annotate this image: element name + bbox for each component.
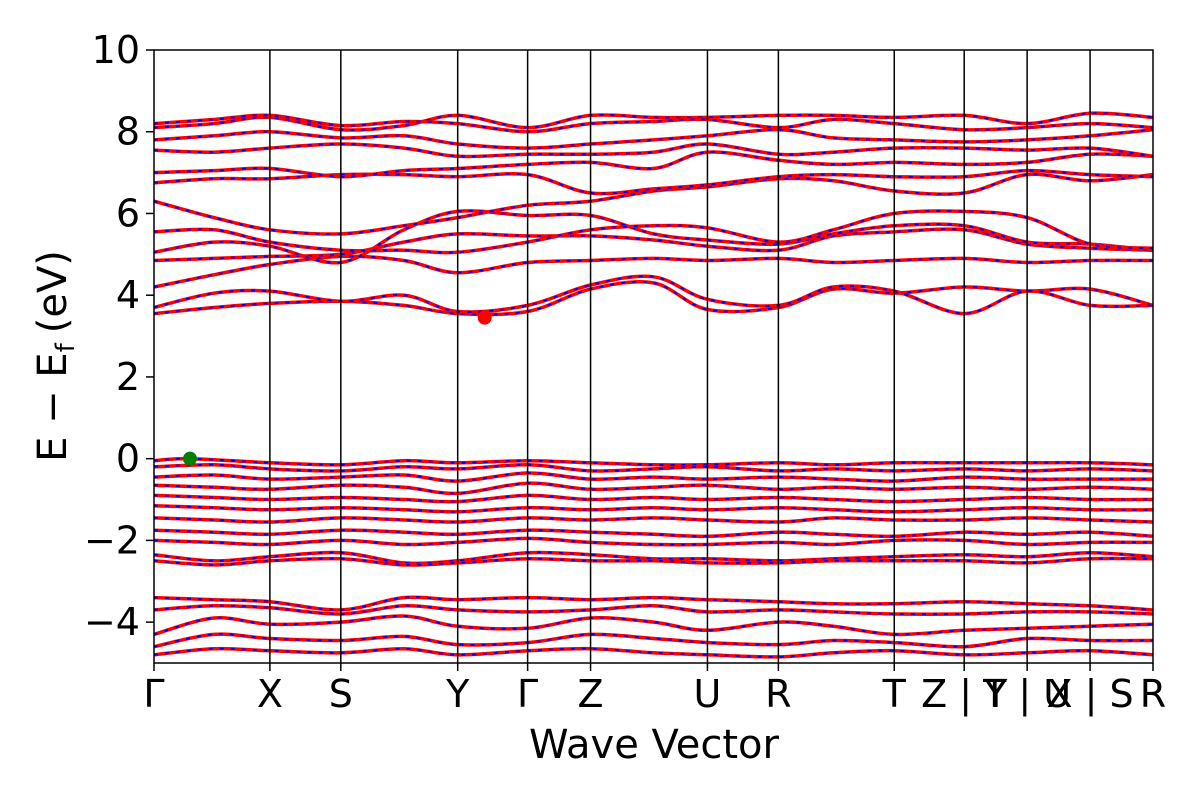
band-dash-v9	[154, 537, 1153, 546]
band-dash-v2	[154, 463, 1153, 473]
band-dash-c12	[154, 112, 1153, 132]
x-tick-label: Y	[445, 672, 470, 716]
x-axis-title: Wave Vector	[529, 722, 780, 768]
band-dash-v15	[154, 633, 1153, 648]
band-line-v1	[154, 456, 1153, 467]
band-line-v16	[154, 646, 1153, 659]
y-axis-title: E − Ef (eV)	[30, 250, 81, 462]
band-dash-c6	[154, 209, 1153, 254]
bands-layer	[154, 111, 1153, 659]
band-dash-v3	[154, 471, 1153, 483]
band-dash-c3	[154, 255, 1153, 288]
x-tick-label: T | U	[982, 672, 1071, 717]
y-tick-label: −4	[84, 600, 140, 644]
x-tick-label: Z	[578, 672, 604, 716]
x-tick-label: X	[257, 672, 283, 716]
extrema-markers	[182, 310, 492, 466]
band-dash-c7	[154, 173, 1153, 236]
band-dash-v8	[154, 529, 1153, 538]
y-axis-title-subscript: f	[51, 342, 81, 352]
y-tick-label: 8	[116, 110, 140, 154]
y-tick-label: −2	[84, 518, 140, 562]
band-dash-v16	[154, 647, 1153, 658]
x-tick-label: U	[694, 672, 722, 716]
band-dash-c2	[154, 275, 1153, 315]
band-line-v15	[154, 632, 1153, 649]
band-line-c10	[154, 142, 1153, 159]
band-dash-v5	[154, 494, 1153, 503]
band-line-v14	[154, 614, 1153, 637]
x-tick-label: S	[329, 672, 353, 716]
x-tick-label: R	[1140, 672, 1166, 716]
band-dash-c9	[154, 151, 1153, 178]
band-line-v4	[154, 481, 1153, 496]
y-tick-label: 4	[116, 273, 140, 317]
band-dash-v10	[154, 551, 1153, 565]
x-tick-label: Z | Y	[921, 672, 1008, 717]
band-dash-c4	[154, 228, 1153, 262]
band-dash-v4	[154, 482, 1153, 495]
marker-cbm	[477, 310, 492, 325]
y-tick-label: 2	[116, 355, 140, 399]
band-dash-c13	[154, 114, 1153, 133]
y-axis-ticks: −4 −2 0 2 4 6 8 10	[84, 28, 154, 644]
x-tick-label: X | S	[1047, 672, 1134, 717]
band-dash-c11	[154, 128, 1153, 150]
band-dash-v12	[154, 596, 1153, 611]
band-dash-v13	[154, 604, 1153, 616]
y-axis-title-unit: (eV)	[30, 250, 76, 333]
band-dash-v7	[154, 516, 1153, 524]
x-tick-label: Γ	[517, 672, 538, 716]
kpoint-lines	[269, 50, 1091, 663]
band-line-v12	[154, 595, 1153, 612]
band-dash-v6	[154, 504, 1153, 513]
y-tick-label: 10	[92, 28, 140, 72]
x-tick-label: R	[765, 672, 791, 716]
y-tick-label: 6	[116, 191, 140, 235]
band-dash-c10	[154, 142, 1153, 158]
y-tick-label: 0	[116, 437, 140, 481]
band-line-v3	[154, 471, 1153, 483]
band-dash-c5	[154, 209, 1153, 264]
band-dash-v11	[154, 557, 1153, 567]
plot-frame	[153, 49, 1154, 664]
x-tick-label: T	[882, 672, 907, 716]
x-tick-label: Γ	[143, 672, 164, 716]
y-axis-title-main: E − E	[30, 352, 76, 462]
marker-vbm	[182, 451, 197, 466]
